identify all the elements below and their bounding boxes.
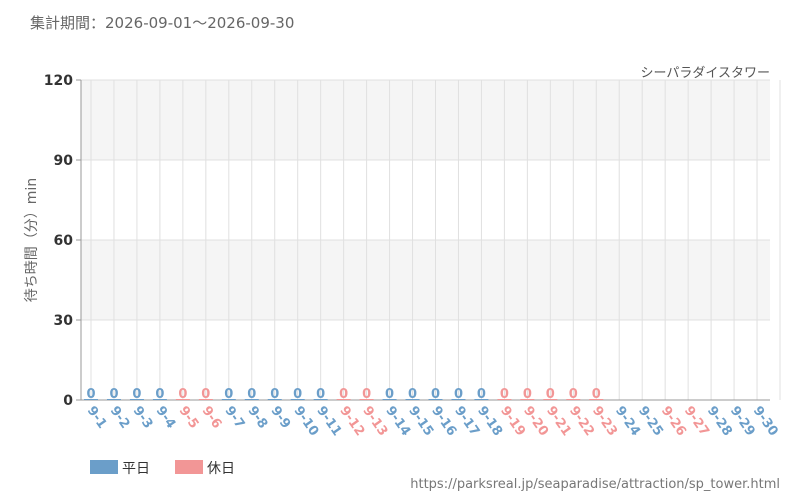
x-tick-label: 9-1 (84, 404, 110, 432)
bar (244, 399, 259, 400)
bar-value-label: 0 (270, 387, 279, 402)
bar-value-label: 0 (316, 387, 325, 402)
bar-value-label: 0 (247, 387, 256, 402)
bar (405, 399, 420, 400)
legend-label-weekday: 平日 (122, 461, 150, 477)
source-url[interactable]: https://parksreal.jp/seaparadise/attract… (410, 477, 780, 492)
bar-value-label: 0 (592, 387, 601, 402)
bar (428, 399, 443, 400)
x-tick-label: 9-5 (176, 404, 202, 432)
period-end: 2026-09-30 (207, 14, 295, 32)
x-tick-label: 9-8 (244, 404, 270, 432)
x-tick-label: 9-9 (267, 404, 293, 432)
period-start: 2026-09-01 (105, 14, 193, 32)
bar-value-label: 0 (454, 387, 463, 402)
y-axis-label: 待ち時間（分）min (24, 178, 40, 302)
bar (336, 399, 351, 400)
bar (520, 399, 535, 400)
y-tick-label: 90 (54, 153, 74, 169)
bar-value-label: 0 (132, 387, 141, 402)
bar (84, 399, 98, 400)
bar (175, 399, 190, 400)
bar (152, 399, 167, 400)
y-tick-label: 60 (54, 233, 74, 249)
bar-value-label: 0 (362, 387, 371, 402)
bar-value-label: 0 (293, 387, 302, 402)
legend-swatch-holiday (175, 460, 203, 474)
x-tick-label: 9-3 (130, 404, 156, 432)
bar-value-label: 0 (86, 387, 95, 402)
bar-value-label: 0 (546, 387, 555, 402)
x-tick-label: 9-4 (153, 404, 179, 432)
bar (589, 399, 604, 400)
bar-value-label: 0 (109, 387, 118, 402)
bar-value-label: 0 (523, 387, 532, 402)
bar-value-label: 0 (408, 387, 417, 402)
bar (566, 399, 581, 400)
bar-value-label: 0 (178, 387, 187, 402)
bar (221, 399, 236, 400)
bar-value-label: 0 (224, 387, 233, 402)
bar-value-label: 0 (500, 387, 509, 402)
x-tick-label: 9-7 (222, 404, 248, 432)
bar (313, 399, 328, 400)
x-tick-label: 9-6 (199, 404, 225, 432)
y-tick-label: 0 (63, 393, 73, 409)
bar (290, 399, 305, 400)
bar (198, 399, 213, 400)
period-separator: ～ (192, 14, 208, 32)
bar-value-label: 0 (155, 387, 164, 402)
bar-value-label: 0 (477, 387, 486, 402)
bar (497, 399, 512, 400)
grid-band (81, 240, 770, 320)
x-tick-label: 9-2 (107, 404, 133, 432)
period-range: 集計期間：2026-09-01～2026-09-30 (30, 12, 294, 33)
chart-title: シーパラダイスタワー (640, 66, 770, 81)
legend-label-holiday: 休日 (207, 461, 235, 477)
y-tick-label: 120 (44, 73, 73, 89)
bar (129, 399, 144, 400)
bar (543, 399, 558, 400)
bar (474, 399, 489, 400)
bar (267, 399, 282, 400)
legend-swatch-weekday (90, 460, 118, 474)
bar (451, 399, 466, 400)
x-tick-label: 9-30 (750, 404, 781, 439)
bar (106, 399, 121, 400)
bar (382, 399, 397, 400)
bar-value-label: 0 (201, 387, 210, 402)
period-label: 集計期間： (30, 14, 106, 32)
y-tick-label: 30 (54, 313, 74, 329)
bar-value-label: 0 (385, 387, 394, 402)
bar (359, 399, 374, 400)
bar-value-label: 0 (339, 387, 348, 402)
grid-band (81, 80, 770, 160)
bar-value-label: 0 (569, 387, 578, 402)
bar-value-label: 0 (431, 387, 440, 402)
